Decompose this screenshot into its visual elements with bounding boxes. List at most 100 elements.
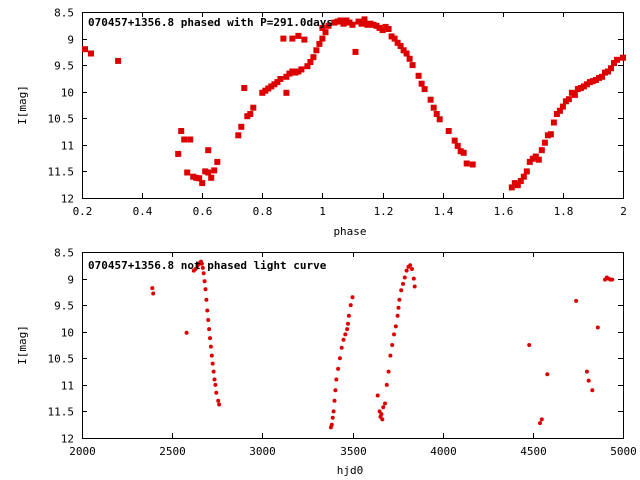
data-point xyxy=(334,377,339,382)
x-tick-label: 1.4 xyxy=(434,205,454,218)
y-tick-label: 10 xyxy=(61,87,74,100)
data-point xyxy=(341,337,346,342)
data-point xyxy=(361,16,368,23)
y-tick-label: 11 xyxy=(61,380,74,393)
data-point xyxy=(556,107,563,114)
data-point xyxy=(404,268,409,273)
data-point xyxy=(358,20,365,27)
data-point xyxy=(205,147,212,154)
data-point xyxy=(214,390,219,395)
data-point xyxy=(319,24,326,31)
data-point xyxy=(348,303,353,308)
data-point xyxy=(396,305,401,310)
data-point xyxy=(277,76,284,82)
data-point xyxy=(217,402,222,407)
data-point xyxy=(209,353,214,358)
data-point xyxy=(571,91,578,98)
data-point xyxy=(352,48,359,55)
data-point xyxy=(212,377,217,382)
chart-title: 070457+1356.8 phased with P=291.0days xyxy=(88,16,333,29)
data-point xyxy=(614,56,620,63)
data-point xyxy=(412,284,417,289)
data-point xyxy=(295,32,302,39)
data-point xyxy=(574,298,579,303)
data-point xyxy=(550,119,557,126)
data-point xyxy=(610,277,615,282)
data-point xyxy=(379,27,386,34)
data-point xyxy=(346,321,350,326)
x-tick-label: 0.2 xyxy=(73,205,93,218)
data-point xyxy=(313,47,320,54)
data-point xyxy=(322,29,329,36)
data-point xyxy=(394,39,401,46)
data-point xyxy=(343,332,348,337)
x-tick-label: 1.8 xyxy=(554,205,574,218)
data-point xyxy=(433,111,440,117)
y-tick-label: 9 xyxy=(67,274,74,287)
data-point xyxy=(336,366,341,371)
data-point xyxy=(283,73,290,80)
data-point xyxy=(205,169,212,176)
data-point xyxy=(620,54,626,61)
y-axis-label: I[mag] xyxy=(16,325,29,365)
data-point xyxy=(211,369,216,374)
data-point xyxy=(415,72,422,79)
data-point xyxy=(403,50,410,57)
y-tick-label: 11.5 xyxy=(48,166,75,179)
y-tick-label: 11 xyxy=(61,140,74,153)
data-point xyxy=(175,150,182,157)
data-point xyxy=(247,111,254,117)
data-point xyxy=(213,382,218,387)
data-point xyxy=(388,353,393,358)
data-point xyxy=(203,287,208,292)
data-point xyxy=(199,180,206,187)
x-tick-label: 5000 xyxy=(610,445,637,458)
data-point xyxy=(565,96,572,103)
data-point xyxy=(238,123,245,130)
data-point xyxy=(283,89,290,96)
data-point xyxy=(206,318,211,322)
data-point xyxy=(390,343,395,347)
x-tick-label: 4000 xyxy=(430,445,457,458)
x-tick-label: 2 xyxy=(620,205,627,218)
data-point xyxy=(82,46,88,53)
data-point xyxy=(337,17,344,24)
data-point xyxy=(547,131,554,138)
data-point xyxy=(150,286,155,291)
data-point xyxy=(392,332,396,337)
data-point xyxy=(383,401,387,406)
data-point xyxy=(541,139,548,146)
data-point xyxy=(586,378,591,383)
y-tick-label: 8.5 xyxy=(54,7,74,20)
data-point xyxy=(445,128,452,134)
data-point xyxy=(329,422,334,427)
data-point xyxy=(304,63,311,70)
data-point xyxy=(608,65,614,72)
data-point xyxy=(427,96,434,103)
data-point xyxy=(88,50,94,57)
x-tick-label: 3000 xyxy=(249,445,276,458)
data-point xyxy=(380,417,385,422)
data-point xyxy=(151,291,156,296)
data-points xyxy=(150,259,615,430)
data-point xyxy=(350,295,355,300)
x-tick-label: 0.6 xyxy=(193,205,213,218)
data-point xyxy=(205,308,210,313)
data-point xyxy=(408,263,413,268)
data-point xyxy=(409,62,416,69)
y-tick-label: 10.5 xyxy=(48,113,75,126)
data-point xyxy=(337,356,342,361)
data-point xyxy=(553,111,560,117)
data-point xyxy=(451,137,458,144)
data-point xyxy=(214,158,221,165)
data-point xyxy=(310,54,317,61)
data-point xyxy=(319,35,326,42)
data-point xyxy=(436,116,443,123)
data-point xyxy=(268,83,275,90)
data-point xyxy=(385,26,392,32)
data-point xyxy=(207,327,212,332)
data-point xyxy=(331,409,336,414)
data-point xyxy=(605,68,611,75)
data-point xyxy=(376,24,383,31)
